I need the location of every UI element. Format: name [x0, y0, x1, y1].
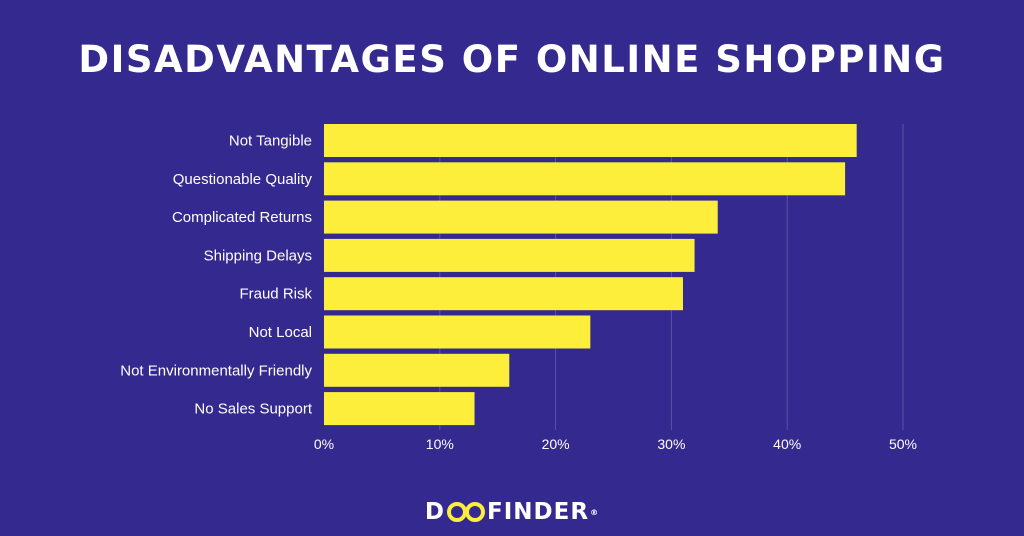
doofinder-logo: D FINDER ® — [0, 497, 1024, 527]
chart-title: DISADVANTAGES OF ONLINE SHOPPING — [78, 38, 946, 81]
tick-labels: 0% 10% 20% 30% 40% 50% — [314, 436, 917, 452]
bar — [324, 315, 591, 349]
category-label: No Sales Support — [194, 401, 312, 418]
bar — [324, 353, 510, 387]
logo-text-start: D — [424, 499, 446, 525]
category-label: Not Local — [249, 324, 312, 341]
category-labels: Not Tangible Questionable Quality Complica… — [120, 133, 313, 418]
bar — [324, 238, 695, 272]
category-label: Not Environmentally Friendly — [120, 362, 312, 379]
x-tick-label: 40% — [773, 436, 801, 452]
category-label: Not Tangible — [229, 133, 312, 150]
x-tick-label: 10% — [426, 436, 454, 452]
category-label: Complicated Returns — [172, 209, 312, 226]
bar — [324, 392, 475, 426]
x-tick-label: 50% — [889, 436, 917, 452]
x-tick-label: 0% — [314, 436, 334, 452]
bar — [324, 124, 857, 157]
bar — [324, 277, 683, 311]
bar — [324, 200, 718, 234]
category-label: Shipping Delays — [204, 247, 312, 264]
bar — [324, 162, 846, 196]
registered-mark: ® — [590, 507, 600, 517]
bars — [324, 124, 857, 426]
category-label: Questionable Quality — [173, 171, 313, 188]
category-label: Fraud Risk — [239, 286, 312, 303]
x-tick-label: 20% — [542, 436, 570, 452]
x-tick-label: 30% — [657, 436, 685, 452]
infinity-loop-icon — [447, 502, 486, 522]
logo-text-end: FINDER — [487, 499, 590, 525]
